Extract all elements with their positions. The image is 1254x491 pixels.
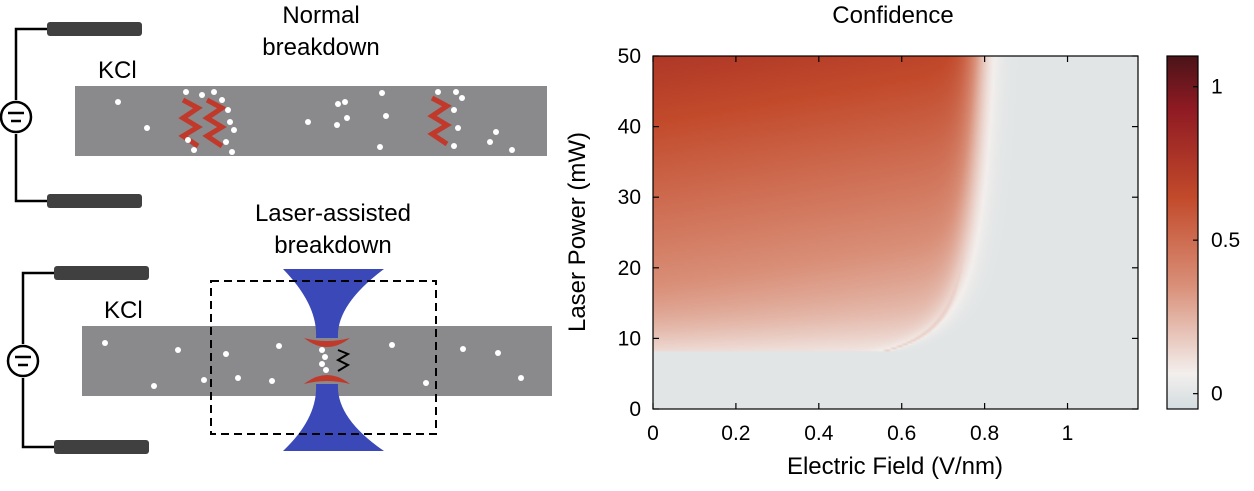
bottom-electrode-lower: [54, 440, 149, 454]
y-tick-label: 40: [618, 116, 641, 139]
y-tick-label: 20: [618, 257, 641, 280]
top-ions: [115, 89, 515, 155]
laser-defect-lower: [304, 375, 350, 384]
current-zigzag: [335, 349, 351, 372]
colorbar-tick-label: 0: [1211, 383, 1223, 406]
bottom-circuit-wire: [21, 271, 54, 449]
top-circuit-wire: [14, 27, 47, 203]
bottom-ions: [102, 340, 524, 389]
laser-defect-upper: [304, 338, 350, 347]
top-electrode-upper: [47, 22, 142, 36]
normal-breakdown-schematic: Normal breakdown KCl: [0, 2, 547, 208]
top-electrode-lower: [47, 194, 142, 208]
bottom-kcl-label: KCl: [104, 297, 143, 324]
plot-frame: [652, 55, 1139, 410]
schematic-panel: Normal breakdown KCl: [0, 2, 552, 454]
colorbar-tick-label: 1: [1211, 76, 1223, 99]
y-tick-label: 30: [618, 186, 641, 209]
top-defects: [178, 95, 452, 149]
colorbar-ticks: 00.51: [1193, 76, 1240, 406]
top-membrane: [75, 86, 547, 156]
x-axis-label: Electric Field (V/nm): [787, 453, 1003, 480]
x-tick-label: 0: [647, 422, 659, 445]
heatmap-image: [653, 56, 1138, 409]
top-voltage-source-icon: [0, 100, 33, 134]
chart-title: Confidence: [832, 2, 953, 29]
y-tick-label: 50: [618, 45, 641, 68]
x-tick-label: 0.2: [721, 422, 750, 445]
defect-zigzag: [427, 95, 452, 147]
zoom-dashed-box: [210, 280, 437, 435]
laser-title-line1: Laser-assisted: [255, 200, 411, 227]
laser-beam-upper: [283, 269, 384, 338]
x-tick-label: 0.8: [970, 422, 999, 445]
x-tick-label: 1: [1062, 422, 1074, 445]
x-tick-label: 0.6: [887, 422, 916, 445]
x-tick-label: 0.4: [804, 422, 834, 445]
normal-title-line2: breakdown: [262, 34, 379, 61]
x-axis: 0 0.2 0.4 0.6 0.8 1: [647, 56, 1073, 445]
laser-assisted-schematic: Laser-assisted breakdown KCl: [6, 200, 552, 454]
y-axis: 0 10 20 30 40 50: [618, 45, 1138, 421]
bottom-voltage-source-icon: [6, 344, 40, 378]
colorbar-tick-label: 0.5: [1211, 229, 1240, 252]
defect-zigzag: [178, 97, 203, 149]
y-tick-label: 0: [629, 398, 641, 421]
bottom-electrode-upper: [54, 266, 149, 280]
colorbar: [1166, 55, 1199, 410]
defect-zigzag: [202, 97, 227, 149]
y-axis-label: Laser Power (mW): [564, 132, 591, 332]
laser-title-line2: breakdown: [274, 232, 391, 259]
y-tick-label: 10: [618, 327, 641, 350]
top-kcl-label: KCl: [98, 57, 137, 84]
normal-title-line1: Normal: [282, 2, 359, 29]
